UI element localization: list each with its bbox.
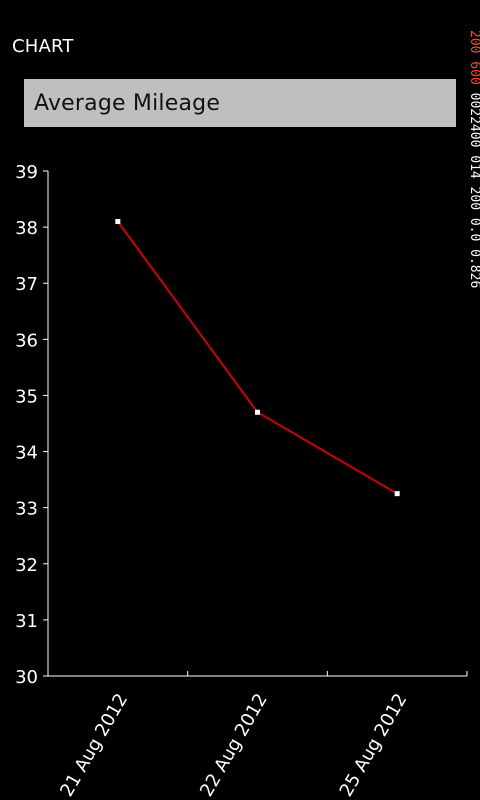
y-tick-label: 39 <box>15 162 38 183</box>
y-tick-label: 38 <box>15 218 38 239</box>
x-tick-label: 22 Aug 2012 <box>196 690 272 800</box>
y-tick-label: 31 <box>15 611 38 632</box>
x-axis-ticks: 21 Aug 2012 22 Aug 2012 25 Aug 2012 <box>56 671 468 800</box>
series-line <box>117 220 398 495</box>
y-tick-label: 35 <box>15 386 38 407</box>
data-point-marker <box>115 219 121 224</box>
data-point-marker <box>255 409 260 415</box>
metric-picker[interactable]: Average Mileage <box>24 79 456 127</box>
y-axis-ticks: 30 31 32 33 34 35 36 37 38 39 <box>15 162 48 688</box>
y-tick-label: 30 <box>15 667 38 688</box>
frame-rate-text: 0022400 014 200 0.0 0.826 <box>467 92 480 289</box>
x-tick-label: 21 Aug 2012 <box>56 690 132 800</box>
y-tick-label: 34 <box>15 443 38 464</box>
chart-series <box>115 219 400 497</box>
x-tick-label: 25 Aug 2012 <box>336 690 412 800</box>
metric-picker-label: Average Mileage <box>34 90 221 116</box>
data-point-marker <box>394 491 400 497</box>
y-tick-label: 36 <box>15 330 38 351</box>
frame-rate-counter: 200 600 0022400 014 200 0.0 0.826 <box>467 30 480 390</box>
page-title: CHART <box>12 36 74 57</box>
y-tick-label: 33 <box>15 499 38 520</box>
y-tick-label: 37 <box>15 274 38 295</box>
frame-rate-accent-text: 200 600 <box>467 30 480 85</box>
chart-axes <box>47 171 467 677</box>
y-tick-label: 32 <box>15 555 38 576</box>
